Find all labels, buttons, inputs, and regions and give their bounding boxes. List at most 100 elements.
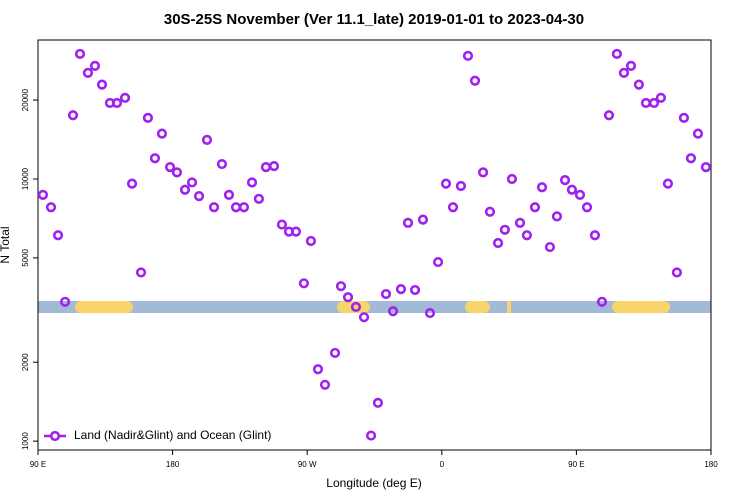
- point: [119, 92, 131, 103]
- point: [290, 226, 302, 237]
- x-tick-label: 90 W: [298, 460, 317, 469]
- point: [484, 206, 496, 217]
- legend-marker: [49, 430, 61, 442]
- point: [387, 306, 399, 317]
- point: [551, 211, 563, 222]
- point: [253, 193, 264, 204]
- point: [506, 173, 518, 185]
- point: [246, 177, 258, 188]
- point: [432, 256, 444, 268]
- point: [424, 307, 436, 319]
- point: [126, 178, 138, 189]
- point: [59, 296, 71, 307]
- point: [358, 312, 370, 323]
- point: [52, 230, 64, 241]
- point: [633, 79, 645, 90]
- point: [581, 202, 593, 213]
- point: [529, 202, 541, 213]
- point: [685, 153, 697, 164]
- point: [171, 167, 183, 178]
- point: [395, 284, 407, 295]
- point: [559, 175, 571, 186]
- point: [477, 167, 489, 178]
- point: [417, 214, 429, 225]
- point: [700, 162, 712, 173]
- x-tick-label: 90 E: [30, 460, 46, 469]
- point: [37, 189, 49, 200]
- point: [662, 178, 674, 189]
- point: [305, 235, 317, 247]
- point: [329, 347, 341, 359]
- point: [230, 202, 242, 213]
- point: [655, 92, 666, 103]
- point: [193, 191, 205, 202]
- point: [409, 284, 421, 296]
- point: [260, 162, 272, 173]
- point: [469, 75, 481, 86]
- point: [440, 178, 452, 189]
- point: [298, 278, 310, 289]
- point: [89, 60, 101, 72]
- point: [536, 182, 548, 193]
- point: [149, 153, 161, 164]
- point: [268, 160, 280, 172]
- point: [372, 397, 384, 408]
- point: [492, 237, 504, 249]
- point: [640, 97, 652, 109]
- point: [544, 241, 556, 253]
- x-tick-label: 0: [440, 460, 445, 469]
- point: [455, 180, 467, 192]
- legend-label: Land (Nadir&Glint) and Ocean (Glint): [74, 428, 271, 442]
- point: [596, 296, 608, 307]
- y-axis-label: N Total: [0, 226, 12, 263]
- point: [179, 184, 191, 195]
- point: [135, 267, 147, 278]
- y-tick-label: 2000: [21, 353, 30, 371]
- point: [648, 97, 660, 109]
- y-tick-label: 20000: [21, 88, 30, 111]
- point: [499, 224, 511, 235]
- point: [74, 48, 86, 60]
- y-tick-label: 1000: [21, 432, 30, 450]
- point: [164, 162, 176, 173]
- point: [319, 379, 331, 390]
- chart-title: 30S-25S November (Ver 11.1_late) 2019-01…: [164, 11, 584, 28]
- point: [142, 112, 154, 124]
- point: [365, 430, 377, 441]
- point: [574, 189, 586, 200]
- x-tick-label: 90 E: [568, 460, 584, 469]
- point: [342, 292, 354, 303]
- point: [589, 230, 601, 241]
- point: [566, 184, 578, 195]
- point: [671, 267, 683, 278]
- point: [380, 288, 392, 300]
- point: [625, 60, 637, 72]
- x-tick-label: 180: [704, 460, 718, 469]
- point: [678, 112, 690, 124]
- point: [216, 158, 228, 170]
- x-tick-label: 180: [166, 460, 180, 469]
- surface-band: [38, 301, 711, 313]
- y-tick-label: 10000: [21, 167, 30, 190]
- point: [603, 110, 615, 121]
- point: [276, 219, 288, 230]
- point: [186, 177, 198, 188]
- point: [462, 50, 474, 61]
- point: [312, 364, 324, 375]
- point: [201, 134, 213, 145]
- point: [618, 67, 630, 78]
- point: [692, 128, 704, 139]
- point: [67, 110, 79, 121]
- point: [521, 230, 532, 241]
- point: [45, 202, 57, 213]
- point: [447, 202, 459, 213]
- point: [238, 202, 250, 213]
- point: [223, 189, 235, 200]
- point: [514, 217, 526, 228]
- point: [402, 217, 414, 228]
- x-axis-label: Longitude (deg E): [326, 476, 421, 490]
- point: [96, 79, 108, 90]
- point: [111, 97, 123, 109]
- plot-frame: [37, 39, 712, 451]
